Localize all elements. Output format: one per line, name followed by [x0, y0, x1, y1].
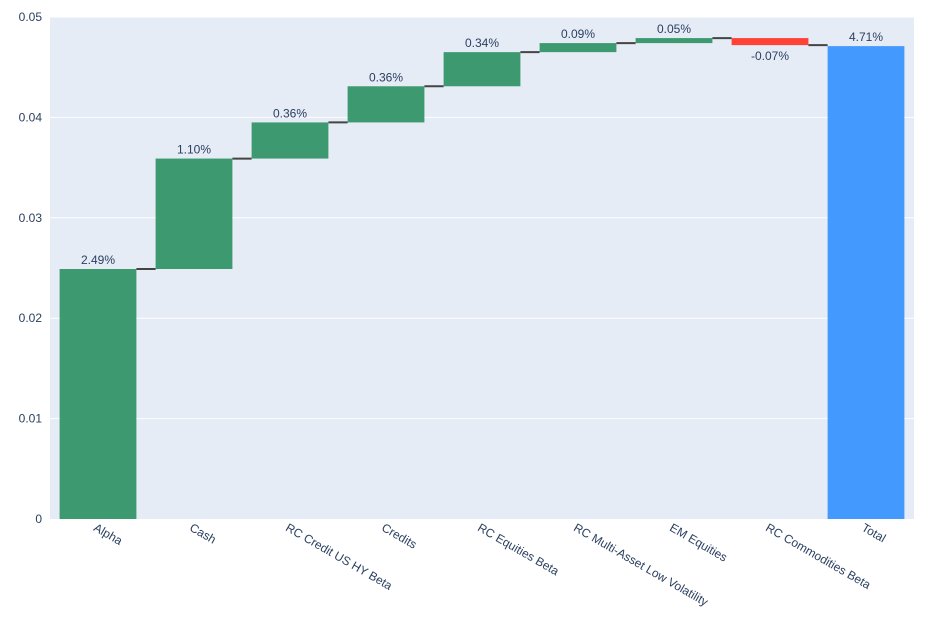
bar-increasing	[443, 52, 521, 87]
y-tick-label: 0.05	[19, 10, 43, 24]
y-tick-label: 0.03	[19, 211, 43, 225]
bar-decreasing	[731, 38, 809, 46]
bar-increasing	[539, 43, 617, 53]
data-label: 4.71%	[849, 30, 883, 44]
bar-total	[827, 46, 905, 520]
data-label: 0.09%	[561, 27, 595, 41]
x-tick-label: RC Commodities Beta	[763, 520, 873, 592]
y-tick-label: 0.02	[19, 311, 43, 325]
x-tick-label: RC Credit US HY Beta	[283, 520, 395, 593]
data-label: 0.36%	[273, 106, 307, 120]
data-label: 0.36%	[369, 70, 403, 84]
bar-increasing	[59, 269, 137, 519]
data-label: -0.07%	[751, 49, 789, 63]
bar-increasing	[347, 86, 425, 123]
y-tick-label: 0	[35, 512, 42, 526]
x-tick-label: RC Equities Beta	[475, 520, 561, 578]
x-tick-label: Cash	[187, 520, 218, 546]
y-tick-label: 0.01	[19, 412, 43, 426]
data-label: 2.49%	[81, 253, 115, 267]
data-label: 0.05%	[657, 22, 691, 36]
bar-increasing	[635, 38, 713, 44]
x-tick-label: Alpha	[91, 520, 125, 548]
x-tick-label: Credits	[379, 520, 419, 551]
x-tick-label: EM Equities	[667, 520, 729, 564]
y-axis-ticks: 0 0.01 0.02 0.03 0.04 0.05	[19, 10, 43, 526]
bars	[59, 38, 905, 520]
connector-lines	[136, 37, 828, 271]
bar-increasing	[251, 122, 329, 159]
data-label: 1.10%	[177, 143, 211, 157]
data-labels: 2.49% 1.10% 0.36% 0.36% 0.34% 0.09% 0.05% -0.07…	[81, 22, 883, 267]
bar-increasing	[155, 158, 233, 270]
data-label: 0.34%	[465, 36, 499, 50]
y-tick-label: 0.04	[19, 110, 43, 124]
x-tick-label: Total	[859, 520, 888, 545]
